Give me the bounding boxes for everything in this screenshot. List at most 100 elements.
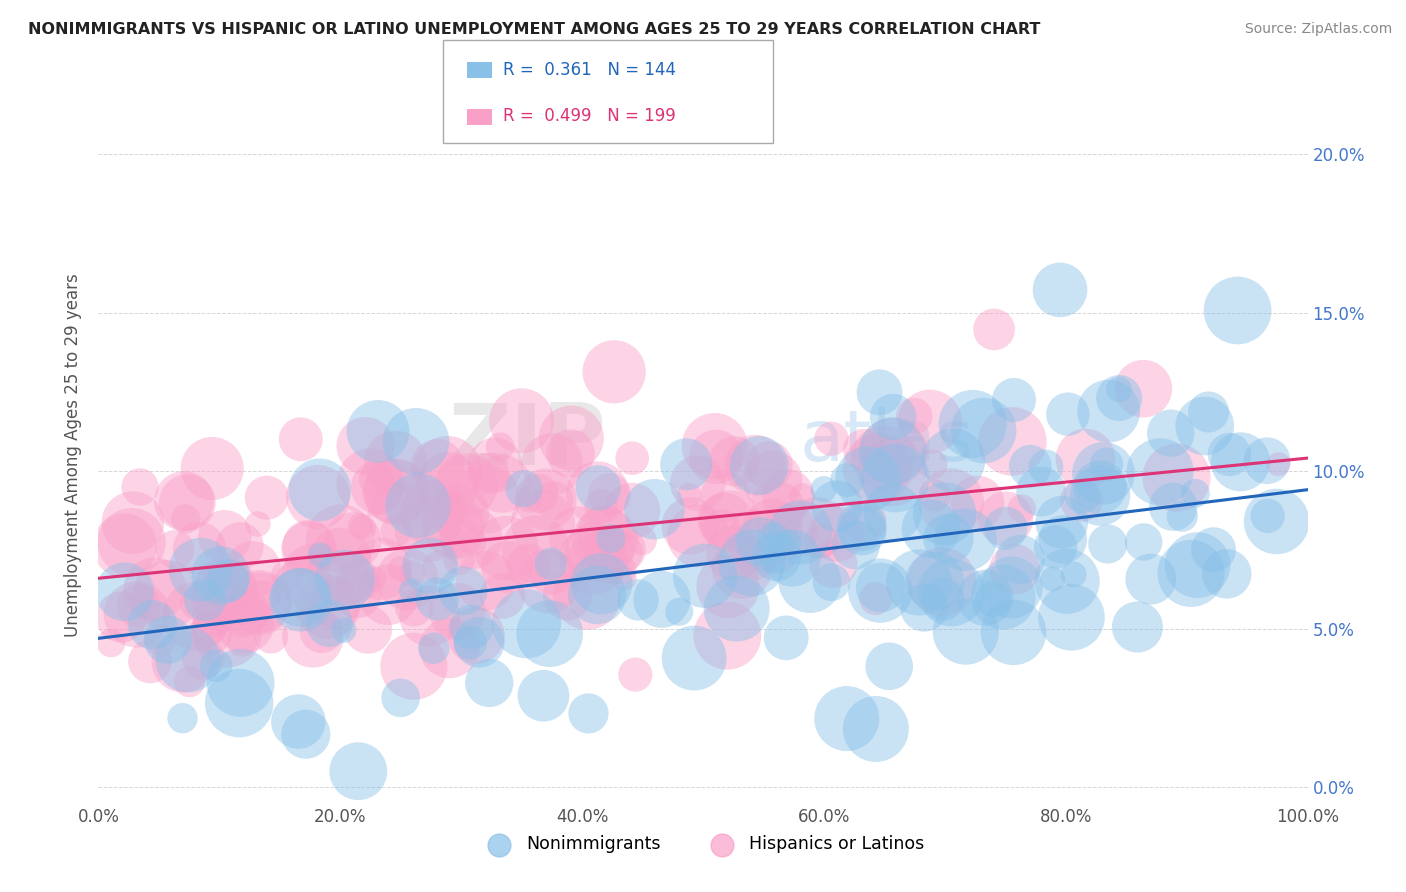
Point	[679, 519, 702, 533]
Point	[233, 605, 256, 619]
Point	[578, 706, 600, 721]
Point	[866, 461, 889, 475]
Point	[475, 492, 498, 507]
Point	[292, 581, 315, 595]
Point	[172, 655, 194, 669]
Point	[114, 584, 136, 599]
Point	[496, 560, 519, 574]
Point	[762, 554, 785, 568]
Point	[1095, 458, 1118, 472]
Point	[678, 488, 700, 502]
Point	[389, 690, 412, 705]
Point	[513, 482, 536, 496]
Point	[877, 659, 900, 673]
Point	[360, 475, 382, 490]
Point	[716, 629, 738, 643]
Point	[825, 527, 848, 541]
Point	[688, 529, 710, 543]
Point	[388, 562, 411, 576]
Point	[323, 598, 346, 612]
Point	[578, 551, 600, 566]
Point	[399, 583, 422, 598]
Y-axis label: Unemployment Among Ages 25 to 29 years: Unemployment Among Ages 25 to 29 years	[65, 273, 83, 637]
Text: Source: ZipAtlas.com: Source: ZipAtlas.com	[1244, 22, 1392, 37]
Point	[723, 454, 745, 468]
Point	[491, 476, 513, 491]
Point	[311, 624, 333, 639]
Point	[1050, 515, 1073, 529]
Point	[766, 502, 789, 516]
Text: R =  0.499   N = 199: R = 0.499 N = 199	[503, 107, 676, 125]
Point	[517, 559, 540, 574]
Point	[533, 689, 555, 703]
Point	[703, 439, 725, 453]
Point	[994, 521, 1017, 535]
Point	[339, 585, 361, 599]
Point	[200, 625, 222, 640]
Point	[591, 499, 613, 513]
Point	[288, 591, 311, 605]
Point	[748, 533, 770, 547]
Point	[789, 525, 811, 540]
Point	[1045, 540, 1067, 554]
Point	[1215, 566, 1237, 581]
Point	[718, 514, 741, 528]
Point	[426, 458, 449, 473]
Point	[908, 575, 931, 590]
Point	[603, 365, 626, 379]
Point	[675, 458, 697, 472]
Point	[932, 592, 955, 607]
Point	[918, 415, 941, 429]
Point	[744, 458, 766, 473]
Point	[121, 535, 143, 549]
Point	[792, 489, 814, 503]
Point	[538, 626, 561, 640]
Point	[491, 589, 513, 603]
Point	[1011, 501, 1033, 516]
Point	[912, 600, 935, 615]
Point	[304, 571, 326, 585]
Point	[882, 444, 904, 458]
Point	[229, 676, 252, 690]
Point	[1056, 574, 1078, 589]
Point	[149, 632, 172, 647]
Point	[246, 516, 269, 531]
Point	[385, 484, 408, 499]
Point	[1063, 567, 1085, 582]
Point	[852, 442, 875, 457]
Point	[298, 542, 321, 557]
Point	[799, 574, 821, 589]
Point	[865, 722, 887, 736]
Point	[778, 535, 800, 549]
Point	[613, 571, 636, 585]
Point	[308, 483, 330, 497]
Point	[983, 322, 1005, 336]
Point	[346, 587, 368, 601]
Point	[1132, 382, 1154, 396]
Point	[125, 607, 148, 622]
Point	[217, 601, 239, 615]
Point	[586, 588, 609, 602]
Point	[731, 562, 754, 576]
Point	[780, 551, 803, 566]
Point	[973, 424, 995, 438]
Point	[333, 624, 356, 638]
Point	[484, 458, 506, 473]
Point	[441, 519, 464, 533]
Point	[242, 562, 264, 576]
Point	[186, 609, 208, 624]
Point	[1049, 283, 1071, 297]
Point	[357, 623, 380, 637]
Point	[419, 609, 441, 624]
Point	[779, 524, 801, 539]
Point	[247, 607, 270, 621]
Point	[543, 493, 565, 508]
Point	[593, 533, 616, 548]
Point	[924, 574, 946, 589]
Point	[825, 500, 848, 514]
Point	[451, 583, 474, 598]
Point	[598, 488, 620, 502]
Point	[416, 522, 439, 536]
Point	[316, 599, 339, 614]
Point	[177, 653, 200, 667]
